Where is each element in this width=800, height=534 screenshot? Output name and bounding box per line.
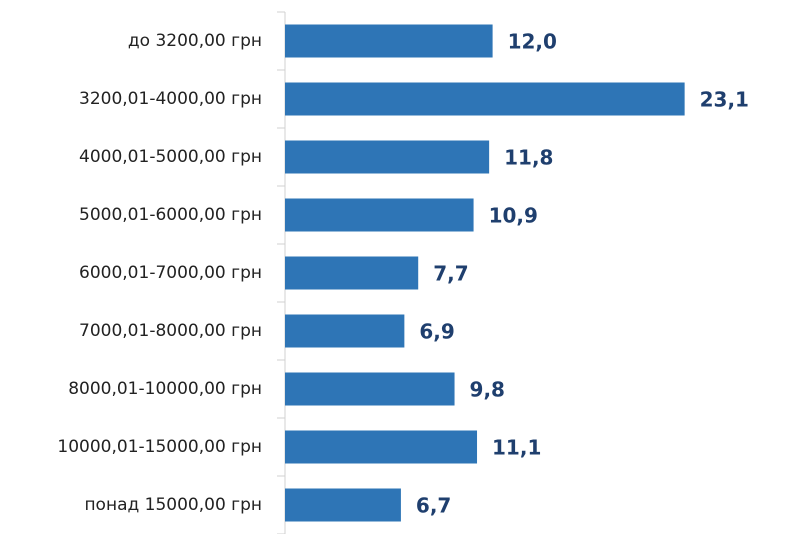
- value-label: 10,9: [489, 204, 538, 228]
- bar: [285, 198, 474, 232]
- category-label: понад 15000,00 грн: [84, 495, 262, 515]
- bar: [285, 256, 419, 290]
- value-label: 11,8: [504, 146, 553, 170]
- value-label: 11,1: [492, 436, 541, 460]
- category-label: 10000,01-15000,00 грн: [57, 437, 262, 457]
- bar: [285, 430, 478, 464]
- category-label: 6000,01-7000,00 грн: [79, 263, 262, 283]
- value-label: 23,1: [700, 88, 749, 112]
- bar: [285, 488, 401, 522]
- category-label: 8000,01-10000,00 грн: [68, 379, 262, 399]
- value-label: 9,8: [470, 378, 505, 402]
- category-label: до 3200,00 грн: [128, 31, 262, 51]
- bar: [285, 140, 490, 174]
- bar: [285, 24, 493, 58]
- bar: [285, 314, 405, 348]
- category-label: 4000,01-5000,00 грн: [79, 147, 262, 167]
- bar: [285, 82, 685, 116]
- value-label: 7,7: [433, 262, 468, 286]
- value-label: 6,9: [419, 320, 454, 344]
- category-label: 3200,01-4000,00 грн: [79, 89, 262, 109]
- bar: [285, 372, 455, 406]
- category-label: 5000,01-6000,00 грн: [79, 205, 262, 225]
- category-label: 7000,01-8000,00 грн: [79, 321, 262, 341]
- value-label: 12,0: [508, 30, 557, 54]
- value-label: 6,7: [416, 494, 451, 518]
